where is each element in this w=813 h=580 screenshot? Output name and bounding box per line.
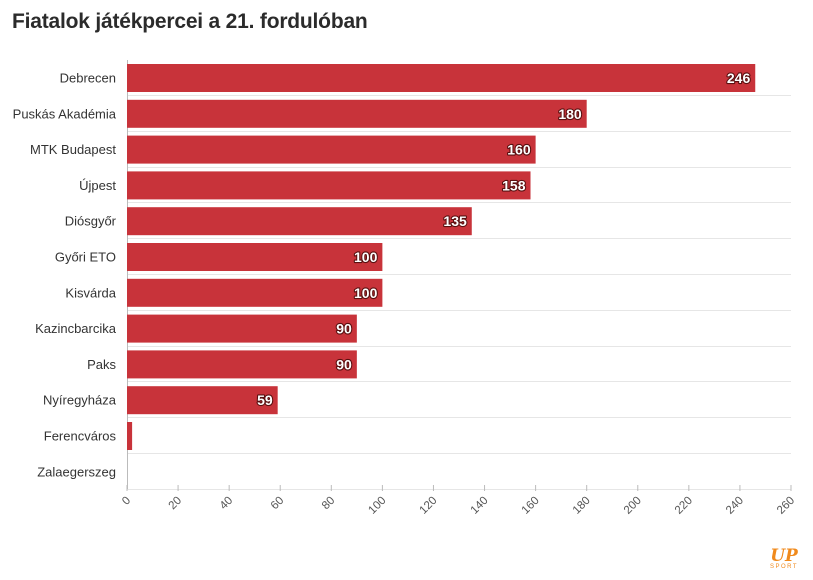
bar — [127, 135, 536, 164]
category-label: Zalaegerszeg — [37, 464, 116, 479]
tick-label: 240 — [724, 495, 746, 517]
tick-label: 120 — [418, 495, 440, 517]
tick-label: 20 — [167, 495, 185, 513]
logo-subtitle: SPORT — [769, 564, 799, 570]
category-labels: Debrecen Puskás Akadémia MTK Budapest Újpes… — [13, 71, 117, 480]
tick-label: 180 — [571, 495, 593, 517]
data-labels: 246 180 160 158 135 100 100 90 90 59 — [256, 69, 752, 409]
logo-mark: UP — [770, 546, 798, 566]
tick-label: 40 — [218, 495, 236, 513]
tick-label: 60 — [269, 495, 287, 513]
category-label: Diósgyőr — [65, 214, 117, 229]
data-label: 160 — [507, 142, 531, 158]
tick-label: 220 — [673, 495, 695, 517]
tick-label: 200 — [622, 495, 644, 517]
data-label: 100 — [354, 249, 378, 265]
bar — [127, 243, 383, 271]
category-label: Ferencváros — [44, 429, 117, 444]
data-label: 246 — [727, 70, 751, 86]
bar — [127, 99, 587, 128]
data-label: 90 — [336, 356, 352, 372]
bar — [127, 350, 357, 379]
up-sport-logo: UP SPORT — [767, 546, 801, 571]
data-label: 90 — [336, 321, 352, 337]
category-label: MTK Budapest — [30, 142, 116, 157]
grid-lines — [127, 60, 791, 490]
tick-label: 0 — [120, 495, 133, 508]
data-label: 180 — [558, 106, 582, 122]
bar — [127, 314, 357, 343]
tick-label: 100 — [366, 495, 388, 517]
bar — [127, 64, 756, 92]
bar — [127, 207, 472, 236]
tick-label: 160 — [520, 495, 542, 517]
tick-label: 260 — [775, 495, 797, 517]
category-label: Puskás Akadémia — [13, 106, 117, 121]
chart-title: Fiatalok játékpercei a 21. fordulóban — [12, 10, 368, 33]
bar — [127, 422, 133, 450]
data-label: 59 — [257, 392, 273, 408]
bar — [127, 278, 383, 307]
bars — [127, 64, 756, 450]
category-label: Újpest — [79, 178, 116, 193]
tick-label: 140 — [469, 495, 491, 517]
bar — [127, 171, 531, 200]
bar — [127, 386, 278, 415]
tick-label: 80 — [320, 495, 338, 513]
category-label: Kisvárda — [65, 285, 116, 300]
data-label: 135 — [443, 213, 467, 229]
category-label: Debrecen — [60, 71, 116, 86]
data-label: 100 — [354, 285, 378, 301]
category-label: Nyíregyháza — [43, 393, 117, 408]
category-label: Győri ETO — [55, 250, 116, 265]
category-label: Kazincbarcika — [35, 321, 117, 336]
data-label: 158 — [502, 177, 526, 193]
category-label: Paks — [87, 357, 116, 372]
